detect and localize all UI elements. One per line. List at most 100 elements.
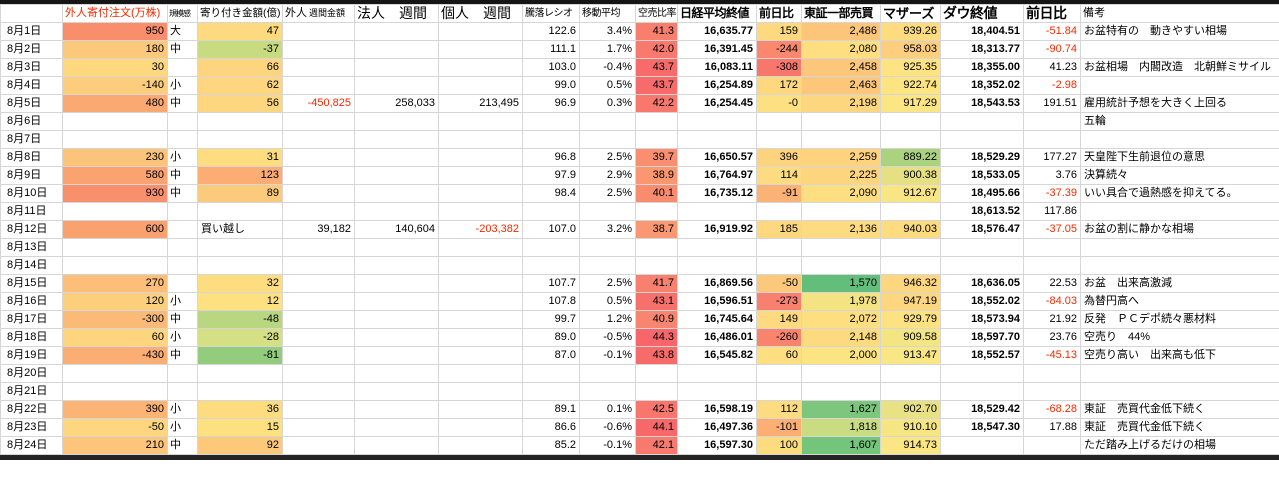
cell-open-amount[interactable] xyxy=(197,382,283,401)
cell-date[interactable]: 8月5日 xyxy=(0,94,63,113)
cell-week-individual[interactable] xyxy=(438,346,523,365)
cell-ad-ratio[interactable]: 107.7 xyxy=(522,274,580,293)
cell-ad-ratio[interactable]: 99.7 xyxy=(522,310,580,329)
cell-tse1-trading[interactable]: 2,259 xyxy=(801,148,881,167)
cell-week-corporate[interactable] xyxy=(354,22,439,41)
cell-tse1-trading[interactable]: 2,463 xyxy=(801,76,881,95)
cell-ad-ratio[interactable] xyxy=(522,382,580,401)
cell-moving-average[interactable]: 3.2% xyxy=(579,220,636,239)
cell-nikkei-change[interactable] xyxy=(756,202,802,221)
cell-date[interactable]: 8月13日 xyxy=(0,238,63,257)
cell-week-individual[interactable] xyxy=(438,184,523,203)
cell-short-ratio[interactable]: 44.1 xyxy=(635,418,678,437)
cell-remark[interactable]: お盆の割に静かな相場 xyxy=(1080,220,1279,239)
cell-ad-ratio[interactable]: 87.0 xyxy=(522,346,580,365)
cell-mothers-index[interactable]: 958.03 xyxy=(880,40,941,59)
cell-nikkei-change[interactable]: -260 xyxy=(756,328,802,347)
cell-week-individual[interactable] xyxy=(438,274,523,293)
cell-dow-close[interactable]: 18,495.66 xyxy=(940,184,1024,203)
cell-nikkei-change[interactable]: 185 xyxy=(756,220,802,239)
cell-short-ratio[interactable] xyxy=(635,364,678,383)
cell-short-ratio[interactable]: 44.3 xyxy=(635,328,678,347)
cell-dow-change[interactable] xyxy=(1023,364,1081,383)
cell-week-foreign[interactable] xyxy=(282,292,355,311)
cell-dow-close[interactable]: 18,613.52 xyxy=(940,202,1024,221)
cell-dow-change[interactable]: -37.05 xyxy=(1023,220,1081,239)
cell-size[interactable]: 小 xyxy=(167,418,198,437)
cell-date[interactable]: 8月8日 xyxy=(0,148,63,167)
cell-dow-close[interactable]: 18,529.42 xyxy=(940,400,1024,419)
cell-ad-ratio[interactable] xyxy=(522,238,580,257)
cell-foreign-orders[interactable]: 930 xyxy=(62,184,168,203)
cell-remark[interactable]: 為替円高へ xyxy=(1080,292,1279,311)
cell-date[interactable]: 8月20日 xyxy=(0,364,63,383)
cell-short-ratio[interactable]: 39.7 xyxy=(635,148,678,167)
cell-remark[interactable] xyxy=(1080,364,1279,383)
cell-foreign-orders[interactable]: 180 xyxy=(62,40,168,59)
header-foreign-orders[interactable]: 外人寄付注文(万株) xyxy=(62,4,168,23)
cell-nikkei-close[interactable] xyxy=(677,382,757,401)
cell-nikkei-change[interactable] xyxy=(756,364,802,383)
cell-remark[interactable]: 東証 売買代金低下続く xyxy=(1080,400,1279,419)
cell-nikkei-change[interactable] xyxy=(756,256,802,275)
cell-tse1-trading[interactable]: 2,090 xyxy=(801,184,881,203)
cell-week-foreign[interactable] xyxy=(282,382,355,401)
header-week-corporate[interactable]: 法人 週間 xyxy=(354,4,439,23)
cell-week-foreign[interactable] xyxy=(282,436,355,455)
cell-nikkei-change[interactable]: -101 xyxy=(756,418,802,437)
cell-week-corporate[interactable] xyxy=(354,400,439,419)
cell-date[interactable]: 8月9日 xyxy=(0,166,63,185)
cell-week-foreign[interactable] xyxy=(282,418,355,437)
cell-foreign-orders[interactable]: 210 xyxy=(62,436,168,455)
cell-dow-close[interactable]: 18,529.29 xyxy=(940,148,1024,167)
cell-nikkei-change[interactable] xyxy=(756,238,802,257)
cell-tse1-trading[interactable]: 1,607 xyxy=(801,436,881,455)
cell-open-amount[interactable]: 62 xyxy=(197,76,283,95)
header-nikkei-close[interactable]: 日経平均終値 xyxy=(677,4,757,23)
cell-mothers-index[interactable]: 922.74 xyxy=(880,76,941,95)
cell-moving-average[interactable] xyxy=(579,130,636,149)
cell-week-corporate[interactable] xyxy=(354,58,439,77)
cell-remark[interactable]: 天皇陛下生前退位の意思 xyxy=(1080,148,1279,167)
cell-nikkei-change[interactable]: 149 xyxy=(756,310,802,329)
cell-week-foreign[interactable] xyxy=(282,346,355,365)
cell-week-individual[interactable] xyxy=(438,22,523,41)
cell-remark[interactable]: いい具合で過熱感を抑えてる。 xyxy=(1080,184,1279,203)
cell-remark[interactable]: お盆 出来高激減 xyxy=(1080,274,1279,293)
cell-size[interactable]: 小 xyxy=(167,400,198,419)
cell-mothers-index[interactable]: 947.19 xyxy=(880,292,941,311)
cell-dow-close[interactable]: 18,552.02 xyxy=(940,292,1024,311)
cell-short-ratio[interactable] xyxy=(635,112,678,131)
header-dow-close[interactable]: ダウ終値 xyxy=(940,4,1024,23)
header-week-individual[interactable]: 個人 週間 xyxy=(438,4,523,23)
cell-nikkei-close[interactable] xyxy=(677,238,757,257)
cell-dow-change[interactable]: 3.76 xyxy=(1023,166,1081,185)
cell-date[interactable]: 8月17日 xyxy=(0,310,63,329)
cell-dow-change[interactable] xyxy=(1023,382,1081,401)
cell-dow-change[interactable]: 117.86 xyxy=(1023,202,1081,221)
cell-week-corporate[interactable] xyxy=(354,292,439,311)
cell-tse1-trading[interactable]: 2,486 xyxy=(801,22,881,41)
cell-dow-change[interactable] xyxy=(1023,256,1081,275)
cell-week-individual[interactable] xyxy=(438,310,523,329)
cell-moving-average[interactable]: 1.2% xyxy=(579,310,636,329)
cell-week-corporate[interactable] xyxy=(354,40,439,59)
cell-size[interactable]: 中 xyxy=(167,40,198,59)
cell-week-individual[interactable] xyxy=(438,112,523,131)
cell-moving-average[interactable] xyxy=(579,256,636,275)
cell-open-amount[interactable]: 31 xyxy=(197,148,283,167)
cell-date[interactable]: 8月3日 xyxy=(0,58,63,77)
cell-tse1-trading[interactable]: 1,627 xyxy=(801,400,881,419)
cell-moving-average[interactable]: 0.1% xyxy=(579,400,636,419)
cell-remark[interactable] xyxy=(1080,256,1279,275)
cell-ad-ratio[interactable]: 86.6 xyxy=(522,418,580,437)
cell-nikkei-change[interactable]: -91 xyxy=(756,184,802,203)
cell-dow-change[interactable]: -45.13 xyxy=(1023,346,1081,365)
cell-short-ratio[interactable]: 38.9 xyxy=(635,166,678,185)
cell-week-individual[interactable] xyxy=(438,256,523,275)
cell-ad-ratio[interactable] xyxy=(522,256,580,275)
cell-week-individual[interactable] xyxy=(438,436,523,455)
cell-mothers-index[interactable] xyxy=(880,256,941,275)
cell-moving-average[interactable]: 3.4% xyxy=(579,22,636,41)
header-week-foreign[interactable]: 外人 週間金額 xyxy=(282,4,355,23)
